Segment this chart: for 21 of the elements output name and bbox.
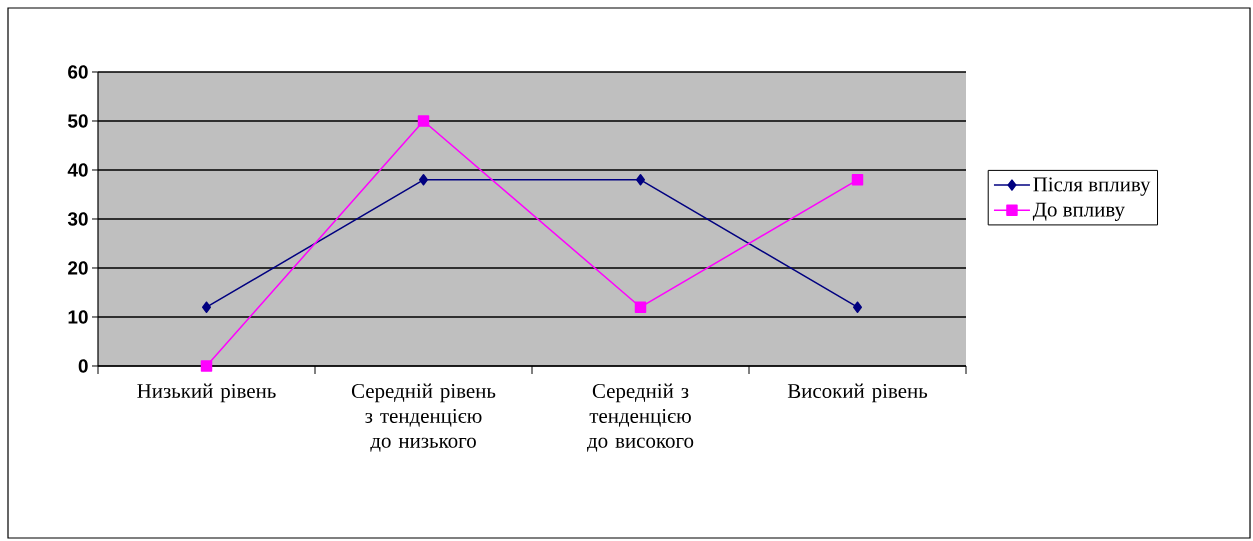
point (853, 301, 862, 313)
y-tick-label: 30 (67, 212, 88, 226)
y-tick-label: 10 (68, 310, 88, 324)
point (636, 174, 645, 186)
y-tick-label: 20 (68, 261, 88, 275)
point (634, 301, 647, 313)
x-tick-label: Низький рівень (137, 383, 276, 403)
y-tick-label: 50 (68, 114, 88, 128)
x-tick-label: Високий рівень (787, 383, 928, 403)
point (202, 301, 211, 313)
legend-label: До впливу (1032, 202, 1125, 221)
y-tick-label: 60 (68, 65, 88, 79)
x-tick-label: Середній рівень з тенденцією до низького (351, 383, 496, 452)
x-tick-label: Середній з тенденцією до високого (587, 383, 694, 452)
legend-label: Після впливу (1033, 177, 1151, 196)
y-tick-label: 0 (78, 359, 88, 373)
y-tick-label: 40 (67, 163, 88, 177)
point (417, 115, 430, 127)
point (200, 360, 213, 372)
point (419, 174, 428, 186)
point (851, 174, 864, 186)
